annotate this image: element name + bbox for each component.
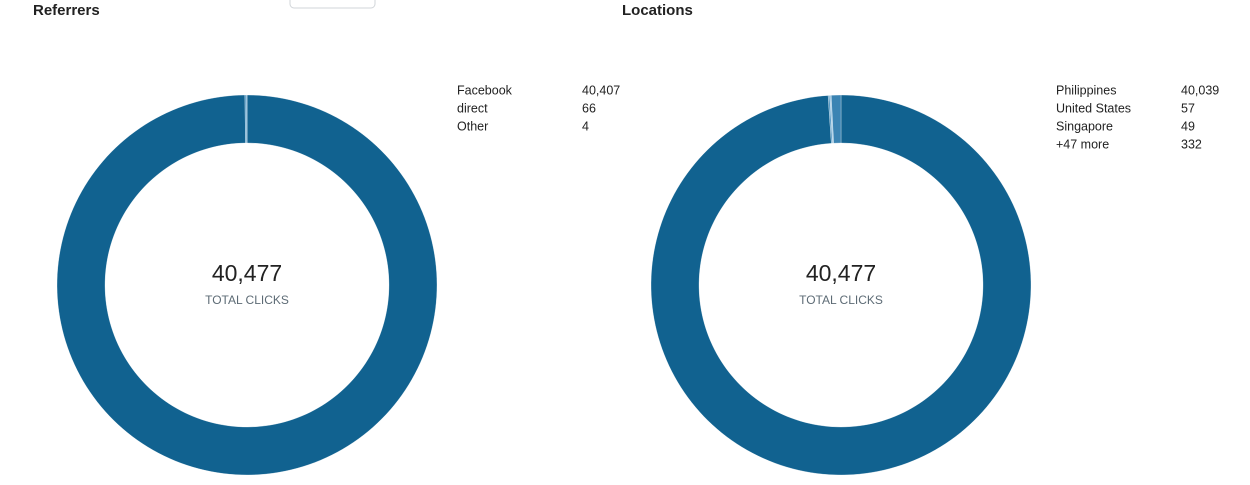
legend-value: 49 (1181, 119, 1195, 133)
legend-value: 332 (1181, 137, 1202, 151)
legend-label: +47 more (1056, 137, 1109, 151)
total-caption: TOTAL CLICKS (799, 293, 883, 307)
legend-value: 40,407 (582, 83, 620, 97)
total-value: 40,477 (806, 260, 876, 286)
button[interactable] (290, 0, 375, 8)
legend-value: 66 (582, 101, 596, 115)
panel-title: Referrers (33, 2, 100, 19)
legend-label: United States (1056, 101, 1131, 115)
legend-label: Singapore (1056, 119, 1113, 133)
legend-label: Philippines (1056, 83, 1116, 97)
total-value: 40,477 (212, 260, 282, 286)
legend-value: 4 (582, 119, 589, 133)
legend-label: Facebook (457, 83, 513, 97)
legend-value: 40,039 (1181, 83, 1219, 97)
donut-slice (245, 95, 247, 143)
total-caption: TOTAL CLICKS (205, 293, 289, 307)
panel-title: Locations (622, 2, 693, 19)
legend-label: Other (457, 119, 488, 133)
legend-value: 57 (1181, 101, 1195, 115)
legend-label: direct (457, 101, 488, 115)
